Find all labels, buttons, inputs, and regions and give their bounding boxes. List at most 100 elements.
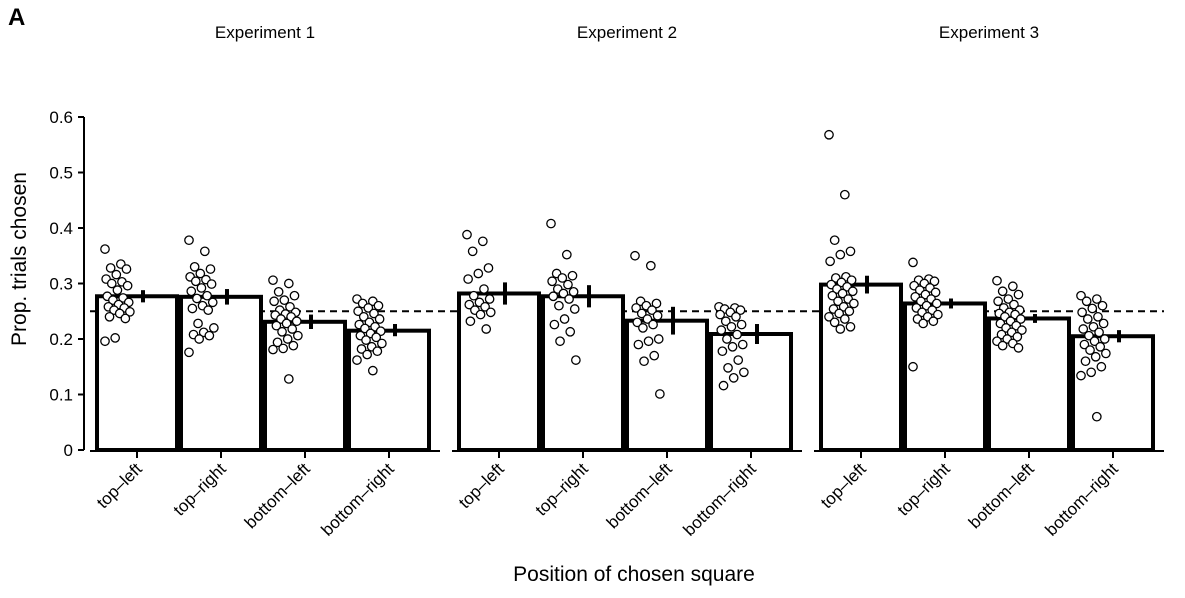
data-point [1007, 281, 1018, 292]
data-point [125, 306, 135, 317]
x-tick-label: top–left [93, 459, 146, 512]
x-tick-label: bottom–left [603, 459, 676, 532]
data-point [1090, 351, 1101, 362]
data-point [557, 273, 568, 283]
data-point [1076, 370, 1086, 381]
data-point [571, 355, 581, 365]
data-point [849, 298, 859, 309]
data-point [918, 318, 929, 329]
data-point [187, 303, 198, 314]
data-point [546, 218, 556, 229]
data-point [481, 324, 492, 334]
data-point [648, 319, 658, 330]
data-point [558, 288, 569, 299]
data-point [728, 372, 739, 383]
data-point [203, 305, 214, 315]
data-point [272, 337, 283, 348]
data-point [643, 336, 654, 347]
data-point [716, 325, 727, 335]
data-point [1095, 341, 1106, 352]
data-point [361, 335, 371, 345]
data-point [371, 332, 382, 343]
bar [541, 294, 625, 453]
data-point [651, 298, 662, 309]
data-point [287, 324, 298, 334]
data-point [477, 236, 488, 247]
data-point [278, 343, 289, 354]
data-point [633, 339, 644, 350]
data-point [122, 280, 133, 291]
data-point [1088, 321, 1099, 332]
y-tick-label: 0.2 [49, 330, 73, 349]
data-point [829, 317, 840, 328]
data-point [120, 313, 131, 324]
data-point [720, 316, 731, 327]
data-point [465, 316, 476, 327]
data-point [636, 308, 647, 319]
data-point [839, 314, 850, 324]
panel-title: Experiment 1 [215, 23, 315, 42]
data-point [723, 363, 733, 373]
data-point [279, 295, 290, 305]
data-point [829, 235, 840, 246]
data-point [631, 303, 641, 313]
data-point [467, 246, 478, 257]
data-point [1099, 334, 1110, 344]
data-point [555, 336, 565, 347]
data-point [285, 301, 295, 312]
x-tick-label: bottom–right [1042, 459, 1122, 539]
data-point [462, 229, 472, 240]
data-point [655, 389, 665, 399]
data-point [189, 261, 200, 272]
data-point [824, 129, 834, 140]
y-tick-label: 0.6 [49, 108, 73, 127]
data-point [1097, 300, 1108, 311]
data-point [479, 284, 489, 294]
data-point [195, 268, 206, 279]
data-point [352, 355, 362, 365]
data-point [928, 316, 939, 327]
data-point [630, 250, 640, 261]
data-point [715, 309, 725, 320]
data-point [207, 297, 218, 308]
data-point [363, 303, 374, 313]
data-point [205, 264, 216, 274]
data-point [568, 286, 579, 297]
data-point [367, 365, 378, 376]
x-tick-label: bottom–right [318, 459, 398, 539]
data-point [718, 380, 729, 391]
data-point [564, 294, 574, 304]
x-tick-label: top–left [817, 459, 870, 512]
data-point [283, 278, 294, 289]
data-point [1080, 356, 1091, 367]
data-point [1015, 314, 1026, 324]
data-point [908, 257, 918, 268]
data-point [110, 333, 121, 343]
data-point [277, 326, 287, 337]
y-tick-label: 0.3 [49, 275, 73, 294]
data-point [463, 274, 473, 284]
data-point [373, 300, 384, 311]
data-point [844, 306, 855, 317]
data-point [288, 340, 299, 351]
data-point [847, 286, 858, 297]
data-point [652, 310, 663, 321]
data-point [908, 361, 918, 372]
data-point [1012, 331, 1023, 342]
data-point [104, 311, 115, 322]
chart-panel: Experiment 2 top–left top–right bottom–left… [452, 23, 814, 540]
data-point [642, 314, 653, 324]
data-point [377, 338, 387, 349]
data-point [1084, 330, 1094, 341]
data-point [933, 309, 943, 320]
data-point [736, 319, 747, 330]
data-point [193, 318, 203, 329]
data-point [1076, 290, 1086, 301]
data-point [192, 293, 202, 304]
data-point [1085, 345, 1095, 355]
data-point [194, 334, 205, 344]
chart-panel: Experiment 1 top–left top–right bottom–left… [90, 23, 452, 540]
x-axis-title: Position of chosen square [513, 563, 755, 586]
